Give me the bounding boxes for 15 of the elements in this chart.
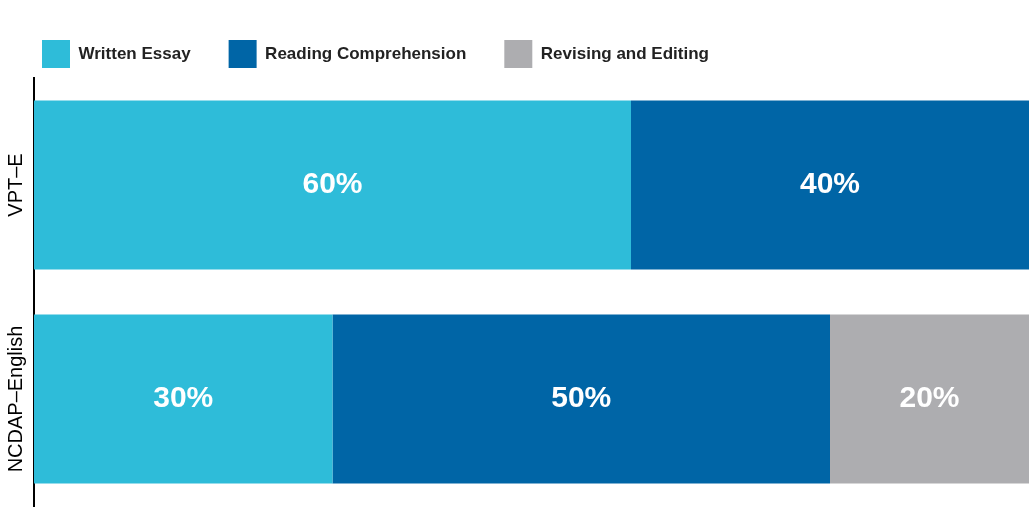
bar xyxy=(34,100,631,270)
bar xyxy=(332,314,830,484)
bar xyxy=(34,314,333,484)
data-label: 20% xyxy=(899,380,960,414)
y-tick-label: NCDAP–English xyxy=(3,325,26,473)
legend-label: Reading Comprehension xyxy=(265,43,467,63)
y-tick-label: VPT–E xyxy=(3,153,26,217)
data-label: 30% xyxy=(153,380,214,414)
legend-label: Written Essay xyxy=(78,43,192,63)
data-label: 50% xyxy=(551,380,612,414)
legend-label: Revising and Editing xyxy=(540,43,709,63)
data-label: 40% xyxy=(799,166,861,200)
bar xyxy=(830,314,1029,484)
data-label: 60% xyxy=(302,166,363,200)
bar xyxy=(631,100,1029,270)
